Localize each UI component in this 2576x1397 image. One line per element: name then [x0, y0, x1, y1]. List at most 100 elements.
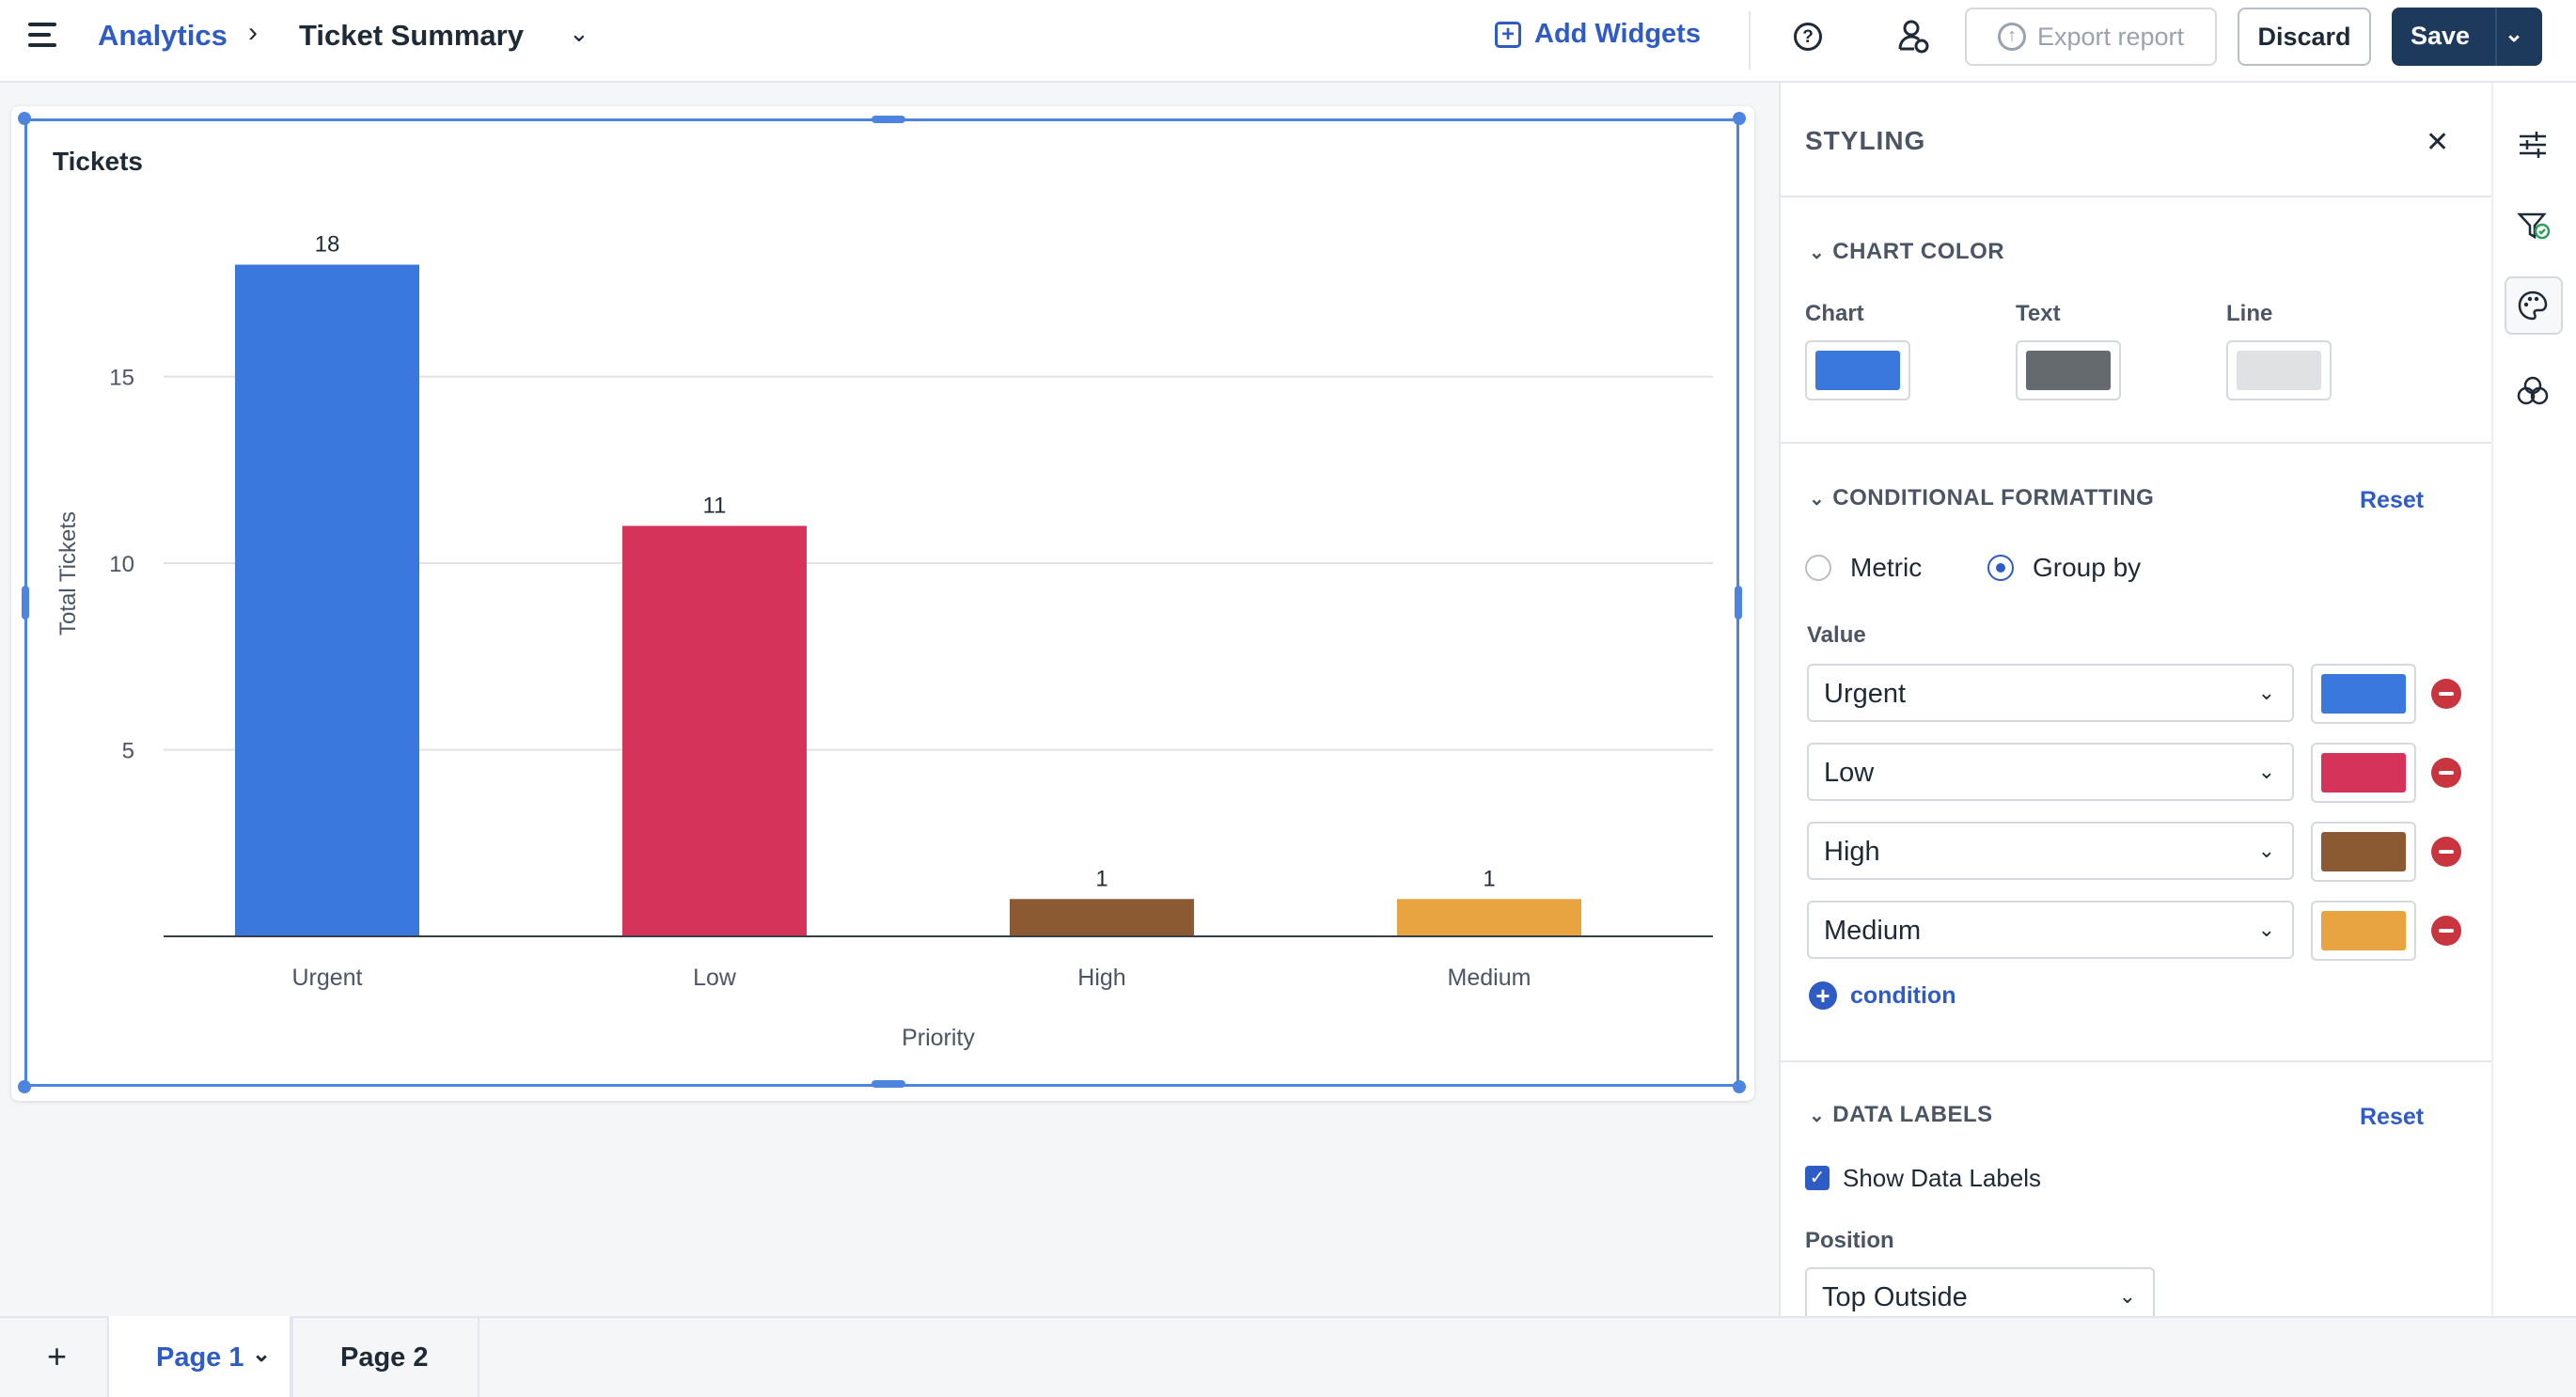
chart-color-label: Chart [1805, 301, 1864, 326]
tab-page-2-label: Page 2 [340, 1342, 429, 1373]
show-data-labels-label[interactable]: Show Data Labels [1843, 1164, 2042, 1192]
add-widgets-button[interactable]: + Add Widgets [1495, 19, 1701, 50]
select-value: Medium [1824, 916, 1922, 946]
condition-value-select[interactable]: High ⌄ [1807, 822, 2294, 880]
chevron-down-icon: ⌄ [1809, 243, 1826, 263]
condition-value-select[interactable]: Urgent ⌄ [1807, 664, 2294, 722]
bar [1010, 899, 1194, 936]
breadcrumb-separator: › [248, 17, 258, 48]
integrations-icon[interactable] [2516, 374, 2550, 408]
divider [1779, 196, 2491, 197]
conditional-reset-link[interactable]: Reset [2360, 487, 2425, 513]
conditional-formatting-heading: CONDITIONAL FORMATTING [1832, 485, 2155, 510]
value-label: Value [1807, 622, 1866, 648]
chart-color-heading: CHART COLOR [1832, 239, 2005, 264]
close-icon[interactable]: ✕ [2426, 127, 2450, 158]
remove-condition-icon[interactable] [2431, 758, 2461, 788]
styling-tab-button[interactable] [2505, 276, 2563, 335]
data-label: 11 [703, 493, 727, 518]
condition-color-picker[interactable] [2311, 901, 2416, 961]
upload-icon: ↑ [1997, 23, 2026, 51]
bar [235, 264, 419, 936]
divider [1779, 442, 2491, 444]
resize-handle-right[interactable] [1735, 586, 1742, 620]
chart-color-swatch [1815, 351, 1900, 390]
user-settings-icon[interactable] [1897, 19, 1929, 55]
x-tick-label: Low [693, 965, 737, 991]
x-axis-title: Priority [902, 1025, 975, 1051]
x-tick-label: Medium [1448, 965, 1531, 991]
add-page-icon[interactable]: + [47, 1337, 68, 1375]
resize-handle-left[interactable] [22, 586, 29, 620]
condition-color-swatch [2321, 832, 2406, 871]
chart-title: Tickets [53, 147, 143, 176]
chevron-down-icon: ⌄ [2257, 760, 2275, 783]
select-value: Urgent [1824, 679, 1907, 709]
y-axis-title: Total Tickets [55, 511, 81, 636]
breadcrumb-analytics-link[interactable]: Analytics [98, 19, 228, 52]
filter-check-icon[interactable] [2516, 209, 2550, 243]
group-by-radio[interactable] [1987, 555, 2014, 581]
select-value: Low [1824, 758, 1875, 788]
line-color-picker[interactable] [2226, 340, 2332, 400]
y-tick-label: 5 [122, 739, 134, 764]
chart-color-picker[interactable] [1805, 340, 1910, 400]
data-label: 1 [1483, 866, 1495, 891]
resize-handle-bottom[interactable] [872, 1080, 905, 1088]
add-condition-button[interactable]: + condition [1809, 981, 1956, 1010]
text-color-picker[interactable] [2016, 340, 2121, 400]
add-condition-label: condition [1850, 981, 1956, 1009]
chart-color-section-toggle[interactable]: ⌄ CHART COLOR [1809, 239, 2004, 265]
position-value: Top Outside [1822, 1282, 1968, 1312]
condition-color-picker[interactable] [2311, 822, 2416, 882]
divider [1779, 1060, 2491, 1062]
remove-condition-icon[interactable] [2431, 679, 2461, 709]
discard-button[interactable]: Discard [2238, 8, 2371, 66]
tab-page-2[interactable]: Page 2 [291, 1316, 479, 1397]
page-title: Ticket Summary [299, 19, 524, 52]
data-labels-heading: DATA LABELS [1832, 1102, 1993, 1127]
bar-chart: 5 10 15 18 Urgent 11 Low 1 High 1 Medium Priority To… [55, 232, 1713, 1051]
tab-page-1[interactable]: Page 1 ⌄ [107, 1316, 291, 1397]
chevron-down-icon: ⌄ [2118, 1284, 2136, 1308]
metric-radio-label[interactable]: Metric [1850, 553, 1923, 582]
resize-handle-top-right[interactable] [1733, 112, 1746, 125]
position-select[interactable]: Top Outside ⌄ [1805, 1267, 2155, 1316]
text-color-swatch [2026, 351, 2111, 390]
x-tick-label: Urgent [291, 965, 362, 991]
chevron-down-icon[interactable]: ⌄ [252, 1342, 272, 1367]
sliders-icon[interactable] [2516, 128, 2550, 162]
condition-color-swatch [2321, 674, 2406, 714]
chevron-down-icon: ⌄ [2257, 681, 2275, 704]
palette-icon [2518, 290, 2548, 321]
conditional-formatting-section-toggle[interactable]: ⌄ CONDITIONAL FORMATTING [1809, 485, 2154, 511]
chevron-down-icon: ⌄ [1809, 489, 1826, 510]
save-dropdown-chevron-icon[interactable]: ⌄ [2505, 22, 2524, 47]
condition-color-swatch [2321, 911, 2406, 950]
y-tick-label: 10 [109, 552, 134, 577]
data-labels-section-toggle[interactable]: ⌄ DATA LABELS [1809, 1102, 1993, 1128]
show-data-labels-checkbox[interactable]: ✓ [1805, 1166, 1830, 1190]
resize-handle-bottom-left[interactable] [18, 1080, 31, 1093]
group-by-radio-label[interactable]: Group by [2033, 553, 2142, 582]
condition-value-select[interactable]: Low ⌄ [1807, 743, 2294, 801]
export-report-label: Export report [2036, 22, 2185, 51]
remove-condition-icon[interactable] [2431, 837, 2461, 867]
menu-icon[interactable] [28, 23, 58, 53]
position-label: Position [1805, 1228, 1894, 1253]
export-report-button[interactable]: ↑ Export report [1965, 8, 2217, 66]
condition-value-select[interactable]: Medium ⌄ [1807, 901, 2294, 959]
condition-color-picker[interactable] [2311, 743, 2416, 803]
metric-radio[interactable] [1805, 555, 1831, 581]
save-button[interactable]: Save ⌄ [2392, 8, 2542, 66]
add-widgets-label: Add Widgets [1534, 19, 1701, 49]
resize-handle-top[interactable] [872, 116, 905, 123]
resize-handle-top-left[interactable] [18, 112, 31, 125]
help-icon[interactable]: ? [1794, 23, 1822, 51]
data-labels-reset-link[interactable]: Reset [2360, 1104, 2425, 1130]
resize-handle-bottom-right[interactable] [1733, 1080, 1746, 1093]
condition-color-picker[interactable] [2311, 664, 2416, 724]
right-icon-rail [2491, 83, 2576, 1316]
title-dropdown-chevron-icon[interactable]: ⌄ [569, 19, 589, 47]
remove-condition-icon[interactable] [2431, 916, 2461, 946]
